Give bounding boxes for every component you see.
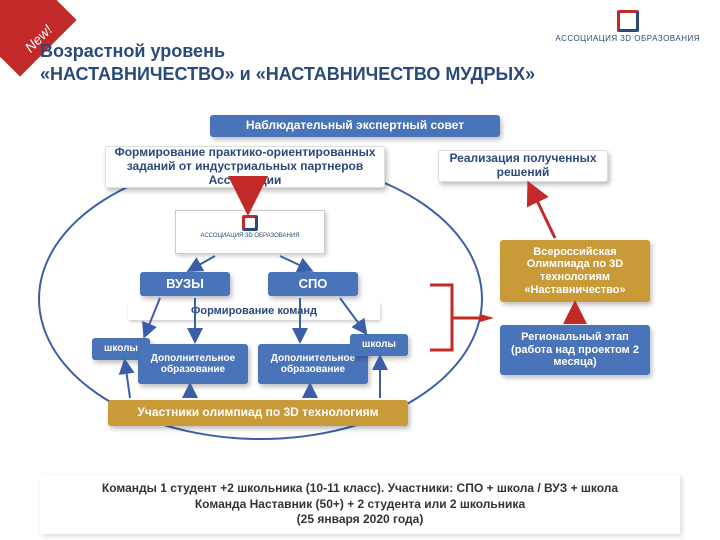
logo-text: АССОЦИАЦИЯ 3D ОБРАЗОВАНИЯ — [555, 34, 700, 43]
box-regional: Региональный этап (работа над проектом 2… — [500, 325, 650, 375]
box-vuzy: ВУЗЫ — [140, 272, 230, 296]
page-title: Возрастной уровень«НАСТАВНИЧЕСТВО» и «НА… — [40, 40, 540, 85]
box-olympiad: Всероссийская Олимпиада по 3D технология… — [500, 240, 650, 302]
box-participants: Участники олимпиад по 3D технологиям — [108, 400, 408, 426]
cube-icon — [242, 215, 258, 231]
box-council: Наблюдательный экспертный совет — [210, 115, 500, 137]
box-team-formation: Формирование команд — [128, 302, 380, 320]
logo-top: АССОЦИАЦИЯ 3D ОБРАЗОВАНИЯ — [555, 10, 700, 43]
ellipse-frame — [38, 158, 483, 440]
box-formation-tasks: Формирование практико-ориентированных за… — [105, 146, 385, 188]
box-add-edu-1: Дополнительное образование — [138, 344, 248, 384]
box-schools-2: школы — [350, 334, 408, 356]
box-spo: СПО — [268, 272, 358, 296]
cube-icon — [617, 10, 639, 32]
logo-text-small: АССОЦИАЦИЯ 3D ОБРАЗОВАНИЯ — [182, 233, 318, 239]
logo-small-box: АССОЦИАЦИЯ 3D ОБРАЗОВАНИЯ — [175, 210, 325, 254]
box-realization: Реализация полученных решений — [438, 150, 608, 182]
footer-text: Команды 1 студент +2 школьника (10-11 кл… — [40, 475, 680, 534]
